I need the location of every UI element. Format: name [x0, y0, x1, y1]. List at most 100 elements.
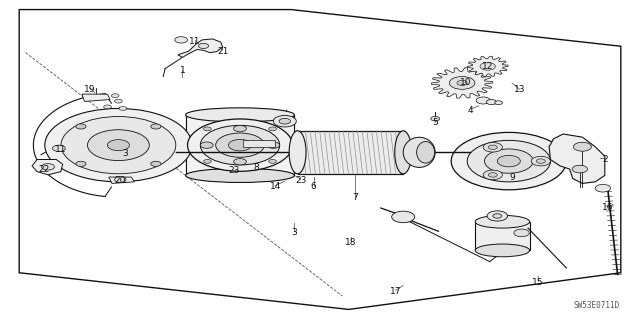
- Text: 16: 16: [602, 203, 614, 212]
- Circle shape: [52, 145, 65, 152]
- Text: 19: 19: [84, 85, 95, 94]
- Text: 18: 18: [345, 238, 356, 247]
- Circle shape: [45, 108, 192, 182]
- Text: 3: 3: [122, 149, 127, 158]
- Text: SW53E0711D: SW53E0711D: [573, 301, 620, 310]
- Circle shape: [488, 173, 497, 177]
- Text: 22: 22: [38, 165, 49, 174]
- Text: 23: 23: [228, 166, 240, 175]
- Text: 17: 17: [390, 287, 401, 296]
- Circle shape: [279, 118, 291, 124]
- Circle shape: [531, 156, 550, 166]
- Text: 2: 2: [602, 155, 607, 164]
- Ellipse shape: [395, 131, 412, 174]
- Circle shape: [497, 155, 520, 167]
- Ellipse shape: [476, 215, 530, 228]
- Circle shape: [484, 149, 533, 173]
- Polygon shape: [431, 68, 493, 98]
- Circle shape: [483, 143, 502, 152]
- Circle shape: [108, 140, 129, 151]
- Text: 11: 11: [55, 145, 67, 154]
- Text: 23: 23: [295, 176, 307, 185]
- Polygon shape: [186, 115, 294, 175]
- Circle shape: [115, 177, 126, 182]
- Ellipse shape: [289, 131, 306, 174]
- Circle shape: [514, 229, 529, 237]
- Text: 8: 8: [253, 163, 259, 172]
- Circle shape: [572, 165, 588, 173]
- Circle shape: [269, 160, 276, 163]
- Circle shape: [175, 37, 188, 43]
- Circle shape: [267, 142, 280, 148]
- Ellipse shape: [417, 142, 435, 163]
- Text: 6: 6: [311, 182, 316, 191]
- Ellipse shape: [186, 168, 294, 182]
- Text: 3: 3: [292, 228, 297, 237]
- Circle shape: [151, 161, 161, 167]
- Text: 15: 15: [532, 278, 543, 287]
- Circle shape: [104, 105, 111, 109]
- Text: 11: 11: [189, 37, 201, 46]
- Circle shape: [151, 124, 161, 129]
- Circle shape: [234, 125, 246, 132]
- Circle shape: [204, 160, 211, 163]
- Polygon shape: [178, 39, 223, 57]
- Circle shape: [451, 132, 566, 190]
- Text: 12: 12: [482, 63, 493, 71]
- Circle shape: [480, 63, 495, 70]
- Circle shape: [495, 101, 502, 105]
- Circle shape: [573, 142, 591, 151]
- Circle shape: [392, 211, 415, 223]
- Circle shape: [200, 125, 280, 165]
- Text: 1: 1: [180, 66, 185, 75]
- Circle shape: [457, 80, 467, 85]
- Circle shape: [467, 140, 550, 182]
- Text: 14: 14: [269, 182, 281, 191]
- Ellipse shape: [403, 137, 435, 167]
- Circle shape: [488, 145, 497, 150]
- Text: 4: 4: [468, 106, 473, 115]
- Text: 9: 9: [509, 173, 515, 182]
- Circle shape: [449, 77, 475, 89]
- Circle shape: [119, 107, 127, 110]
- Circle shape: [228, 139, 252, 151]
- Ellipse shape: [186, 108, 294, 122]
- Text: 21: 21: [217, 47, 228, 56]
- Circle shape: [273, 115, 296, 127]
- Text: 13: 13: [514, 85, 525, 94]
- Circle shape: [483, 170, 502, 180]
- Circle shape: [204, 127, 211, 131]
- Circle shape: [200, 142, 213, 148]
- Circle shape: [188, 119, 292, 171]
- Circle shape: [115, 99, 122, 103]
- Circle shape: [216, 133, 264, 157]
- Circle shape: [111, 94, 119, 98]
- Circle shape: [76, 161, 86, 167]
- Circle shape: [234, 159, 246, 165]
- Polygon shape: [476, 222, 530, 250]
- Polygon shape: [467, 56, 508, 77]
- Circle shape: [88, 130, 149, 160]
- Ellipse shape: [476, 244, 530, 257]
- Polygon shape: [243, 140, 275, 147]
- Text: 5: 5: [433, 118, 438, 127]
- Text: 20: 20: [115, 176, 126, 185]
- Polygon shape: [298, 131, 403, 174]
- Circle shape: [42, 164, 54, 170]
- Polygon shape: [109, 177, 134, 183]
- Circle shape: [76, 124, 86, 129]
- Circle shape: [476, 97, 490, 104]
- Circle shape: [431, 116, 440, 121]
- Circle shape: [486, 100, 497, 105]
- Circle shape: [493, 214, 502, 218]
- Circle shape: [595, 184, 611, 192]
- Circle shape: [536, 159, 545, 163]
- Circle shape: [198, 43, 209, 48]
- Circle shape: [487, 211, 508, 221]
- Text: 10: 10: [460, 78, 472, 87]
- Polygon shape: [82, 94, 110, 101]
- Text: 7: 7: [353, 193, 358, 202]
- Circle shape: [269, 127, 276, 131]
- Polygon shape: [32, 160, 63, 175]
- Circle shape: [61, 116, 176, 174]
